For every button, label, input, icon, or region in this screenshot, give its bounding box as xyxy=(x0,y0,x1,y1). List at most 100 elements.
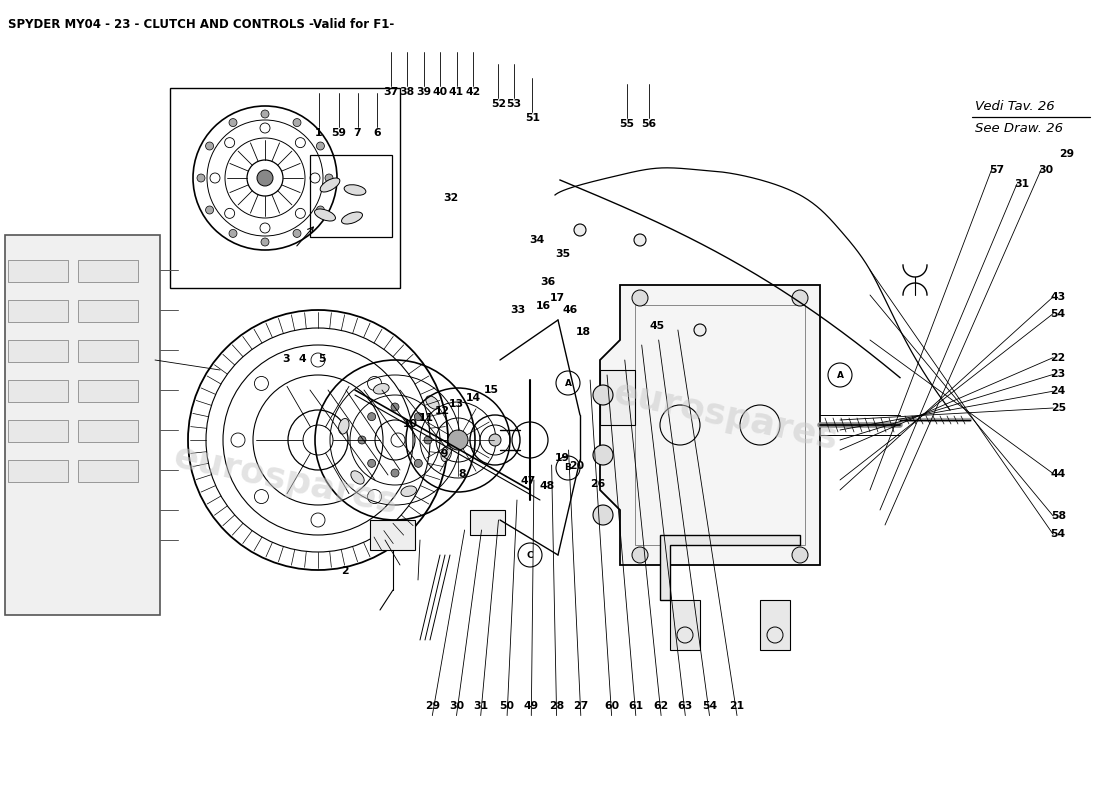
Text: 4: 4 xyxy=(299,354,306,364)
Circle shape xyxy=(632,547,648,563)
Text: 54: 54 xyxy=(1050,309,1066,318)
Circle shape xyxy=(206,142,213,150)
Text: 38: 38 xyxy=(399,87,415,97)
Bar xyxy=(170,88,400,288)
Text: 13: 13 xyxy=(449,399,464,409)
Circle shape xyxy=(448,430,468,450)
Circle shape xyxy=(229,118,236,126)
Bar xyxy=(370,520,415,550)
Bar xyxy=(670,600,700,650)
Text: 41: 41 xyxy=(449,87,464,97)
Text: 56: 56 xyxy=(641,119,657,129)
Polygon shape xyxy=(660,535,800,600)
Bar xyxy=(8,420,68,442)
Ellipse shape xyxy=(400,486,417,497)
Bar xyxy=(8,260,68,282)
Text: 52: 52 xyxy=(491,99,506,109)
Text: 19: 19 xyxy=(554,454,570,463)
Text: 27: 27 xyxy=(573,701,588,710)
Bar xyxy=(8,380,68,402)
Circle shape xyxy=(424,436,432,444)
Text: 45: 45 xyxy=(649,322,664,331)
Bar xyxy=(78,300,138,322)
Text: 48: 48 xyxy=(539,481,554,490)
Text: 33: 33 xyxy=(510,306,526,315)
Circle shape xyxy=(694,324,706,336)
Text: 26: 26 xyxy=(590,479,605,489)
Ellipse shape xyxy=(339,418,349,434)
Text: 7: 7 xyxy=(354,128,361,138)
Text: 12: 12 xyxy=(434,406,450,416)
Text: 57: 57 xyxy=(989,165,1004,174)
Text: 63: 63 xyxy=(678,701,693,710)
Text: 60: 60 xyxy=(604,701,619,710)
Bar xyxy=(78,380,138,402)
Text: 44: 44 xyxy=(1050,469,1066,478)
Bar xyxy=(470,510,505,535)
Circle shape xyxy=(229,230,236,238)
Text: 11: 11 xyxy=(419,413,435,422)
Text: eurospares: eurospares xyxy=(170,440,402,520)
Text: 30: 30 xyxy=(1038,165,1054,174)
Text: 54: 54 xyxy=(1050,530,1066,539)
Bar xyxy=(8,340,68,362)
Text: 59: 59 xyxy=(331,128,346,138)
Circle shape xyxy=(261,238,270,246)
Text: 37: 37 xyxy=(383,87,398,97)
Circle shape xyxy=(261,110,270,118)
Circle shape xyxy=(593,505,613,525)
Text: 8: 8 xyxy=(459,470,465,479)
Circle shape xyxy=(358,436,366,444)
Circle shape xyxy=(415,459,422,467)
Bar xyxy=(635,305,805,545)
Circle shape xyxy=(518,543,542,567)
Circle shape xyxy=(593,445,613,465)
Text: eurospares: eurospares xyxy=(610,376,842,456)
Text: 46: 46 xyxy=(562,306,578,315)
Bar xyxy=(78,420,138,442)
Text: 51: 51 xyxy=(525,114,540,123)
Circle shape xyxy=(574,224,586,236)
Text: 24: 24 xyxy=(1050,386,1066,396)
Bar xyxy=(760,600,790,650)
Text: 31: 31 xyxy=(473,701,488,710)
Text: 25: 25 xyxy=(1050,403,1066,413)
Bar xyxy=(78,260,138,282)
Text: 9: 9 xyxy=(441,449,448,458)
Text: 47: 47 xyxy=(520,476,536,486)
Text: SPYDER MY04 - 23 - CLUTCH AND CONTROLS -Valid for F1-: SPYDER MY04 - 23 - CLUTCH AND CONTROLS -… xyxy=(8,18,394,31)
Text: 55: 55 xyxy=(619,119,635,129)
Text: 22: 22 xyxy=(1050,353,1066,362)
Bar xyxy=(8,300,68,322)
Ellipse shape xyxy=(320,178,340,192)
Bar xyxy=(6,235,159,615)
Circle shape xyxy=(593,385,613,405)
Text: Vedi Tav. 26: Vedi Tav. 26 xyxy=(975,100,1055,113)
Ellipse shape xyxy=(315,209,336,221)
Circle shape xyxy=(556,371,580,395)
Text: 32: 32 xyxy=(443,194,459,203)
Text: 1: 1 xyxy=(316,128,322,138)
Text: 17: 17 xyxy=(550,294,565,303)
Text: 61: 61 xyxy=(628,701,643,710)
Text: C: C xyxy=(527,550,534,559)
Text: 16: 16 xyxy=(536,301,551,310)
Text: 39: 39 xyxy=(416,87,431,97)
Text: 29: 29 xyxy=(1059,150,1075,159)
Text: 34: 34 xyxy=(529,235,544,245)
Text: 58: 58 xyxy=(1050,511,1066,521)
Circle shape xyxy=(390,403,399,411)
Text: 49: 49 xyxy=(524,701,539,710)
Text: 10: 10 xyxy=(403,419,418,429)
Circle shape xyxy=(828,363,852,387)
Text: 43: 43 xyxy=(1050,292,1066,302)
Circle shape xyxy=(556,456,580,480)
Text: A: A xyxy=(836,370,844,379)
Text: See Draw. 26: See Draw. 26 xyxy=(975,122,1063,135)
Ellipse shape xyxy=(351,471,364,484)
Polygon shape xyxy=(600,285,820,565)
Text: 31: 31 xyxy=(1014,179,1030,189)
Text: 36: 36 xyxy=(540,277,556,286)
Circle shape xyxy=(293,118,301,126)
Circle shape xyxy=(792,290,808,306)
